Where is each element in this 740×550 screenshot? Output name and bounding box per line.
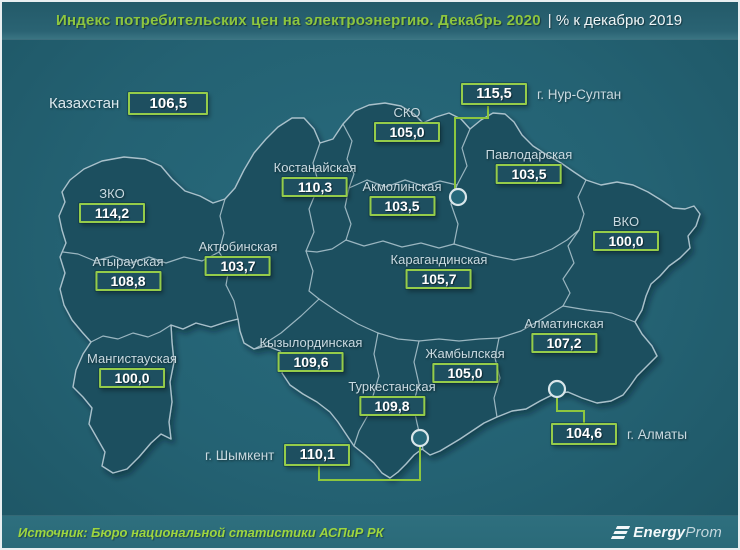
callout-shymkent xyxy=(318,447,421,481)
region-karaganda: Карагандинская 105,7 xyxy=(390,252,488,289)
energyprom-icon xyxy=(611,525,631,539)
region-atyrau: Атырауская 108,8 xyxy=(92,254,164,291)
value-box: 110,3 xyxy=(281,177,348,197)
value-box: 100,0 xyxy=(593,231,659,251)
value-box: 115,5 xyxy=(461,83,527,105)
country-value-box: 106,5 xyxy=(128,92,209,115)
region-kyzylorda: Кызылординская 109,6 xyxy=(259,335,363,372)
country-total: Казахстан 106,5 xyxy=(49,92,209,115)
brand-name-bold: Energy xyxy=(633,523,686,541)
city-nur-sultan: 115,5 г. Нур-Султан xyxy=(461,83,621,105)
region-sko: СКО 105,0 xyxy=(374,105,440,142)
value-box: 100,0 xyxy=(98,368,165,388)
callout-nur-sultan xyxy=(454,106,489,190)
region-kostanay: Костанайская 110,3 xyxy=(273,160,357,197)
nur-sultan-marker xyxy=(448,187,468,207)
value-box: 105,7 xyxy=(406,269,472,289)
value-box: 114,2 xyxy=(79,203,145,223)
value-box: 108,8 xyxy=(95,271,161,291)
region-akmola: Акмолинская 103,5 xyxy=(362,179,442,216)
value-box: 105,0 xyxy=(374,122,440,142)
almaty-marker xyxy=(547,379,567,399)
region-zko: ЗКО 114,2 xyxy=(79,186,145,223)
city-shymkent: г. Шымкент 110,1 xyxy=(205,444,351,466)
value-box: 107,2 xyxy=(531,333,597,353)
energyprom-logo: EnergyProm xyxy=(611,523,722,541)
country-label: Казахстан xyxy=(49,95,120,112)
value-box: 109,6 xyxy=(277,352,344,372)
region-mangystau: Мангистауская 100,0 xyxy=(87,351,177,388)
region-pavlodar: Павлодарская 103,5 xyxy=(485,147,573,184)
value-box: 110,1 xyxy=(284,444,351,466)
value-box: 103,7 xyxy=(205,256,271,276)
brand-name-light: Prom xyxy=(685,523,722,541)
page-subtitle: | % к декабрю 2019 xyxy=(547,12,683,29)
value-box: 104,6 xyxy=(551,423,617,445)
region-aktobe: Актюбинская 103,7 xyxy=(198,239,278,276)
city-almaty: 104,6 г. Алматы xyxy=(551,423,687,445)
value-box: 109,8 xyxy=(358,396,425,416)
title-bar: Индекс потребительских цен на электроэне… xyxy=(2,2,738,39)
callout-almaty xyxy=(556,397,585,423)
page-title: Индекс потребительских цен на электроэне… xyxy=(56,12,541,29)
region-turkestan: Туркестанская 109,8 xyxy=(348,379,436,416)
value-box: 103,5 xyxy=(368,196,435,216)
footer-bar: Источник: Бюро национальной статистики А… xyxy=(2,516,738,548)
value-box: 103,5 xyxy=(496,164,562,184)
source-note: Источник: Бюро национальной статистики А… xyxy=(18,524,384,540)
shymkent-marker xyxy=(410,428,430,448)
region-borders xyxy=(62,123,636,450)
region-vko: ВКО 100,0 xyxy=(593,214,659,251)
value-box: 105,0 xyxy=(431,363,498,383)
region-zhambyl: Жамбылская 105,0 xyxy=(425,346,505,383)
region-almaty-oblast: Алматинская 107,2 xyxy=(524,316,604,353)
